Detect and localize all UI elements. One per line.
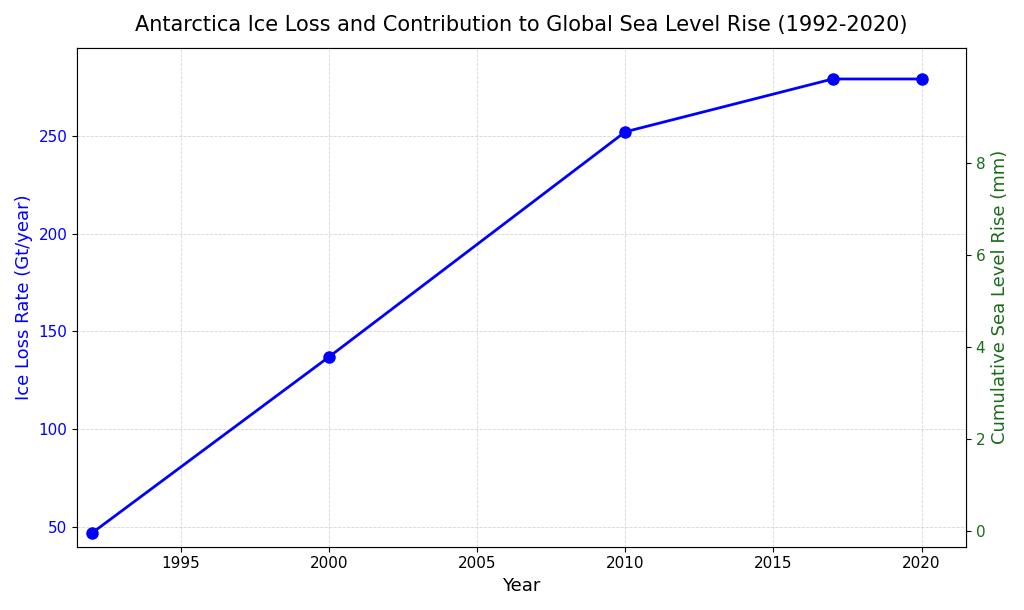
Y-axis label: Ice Loss Rate (Gt/year): Ice Loss Rate (Gt/year) [15, 195, 33, 400]
Title: Antarctica Ice Loss and Contribution to Global Sea Level Rise (1992-2020): Antarctica Ice Loss and Contribution to … [135, 15, 908, 35]
Y-axis label: Cumulative Sea Level Rise (mm): Cumulative Sea Level Rise (mm) [991, 150, 1009, 444]
X-axis label: Year: Year [503, 577, 541, 595]
